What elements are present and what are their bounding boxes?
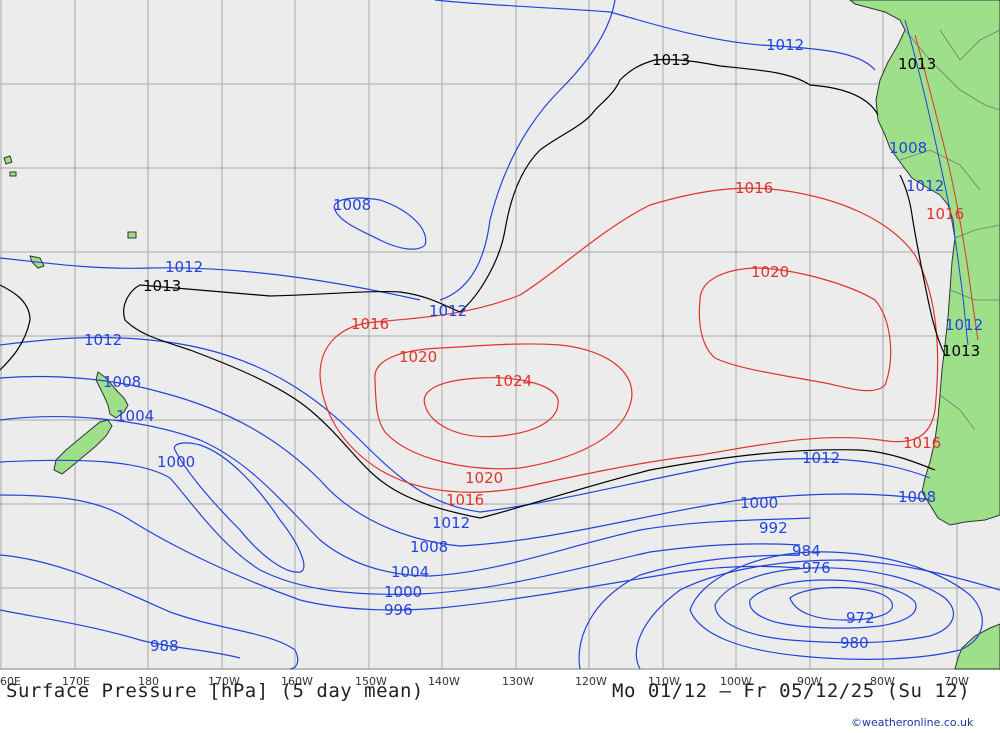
isobar-label: 984 (792, 542, 821, 560)
isobar-label: 992 (759, 519, 788, 537)
low-isobars (0, 0, 1000, 670)
isobar-label: 1004 (116, 407, 154, 425)
isobar-label: 1016 (735, 179, 773, 197)
isobar-label: 1012 (165, 258, 203, 276)
isobar-label: 972 (846, 609, 875, 627)
high-isobars (319, 187, 939, 493)
isobar-label: 988 (150, 637, 179, 655)
longitude-labels: 60E 170E 180 170W 160W 150W 140W 130W 12… (0, 675, 969, 688)
footer-background (0, 670, 1000, 733)
isobar-label: 1016 (926, 205, 964, 223)
lon-label: 160W (281, 675, 313, 688)
ocean-background (0, 0, 1000, 670)
isobar-label: 1020 (399, 348, 437, 366)
isobar-label: 1016 (351, 315, 389, 333)
isobar-label: 1013 (143, 277, 181, 295)
new-zealand-north-island (95, 371, 129, 419)
mid-isobars (0, 58, 946, 519)
lon-label: 70W (944, 675, 969, 688)
pacific-islands (3, 155, 137, 269)
isobar-label: 1024 (494, 372, 532, 390)
isobar-label: 1000 (740, 494, 778, 512)
lon-label: 130W (502, 675, 534, 688)
isobar-label: 1020 (465, 469, 503, 487)
lon-label: 170W (208, 675, 240, 688)
lon-label: 120W (575, 675, 607, 688)
lat-lon-grid (0, 0, 1000, 670)
isobar-label: 996 (384, 601, 413, 619)
country-borders (899, 29, 1000, 431)
isobar-label: 1008 (410, 538, 448, 556)
isobar-label: 1004 (391, 563, 429, 581)
lon-label: 110W (648, 675, 680, 688)
date-range: Mo 01/12 — Fr 05/12/25 (Su 12) (612, 680, 971, 702)
credit-link[interactable]: ©weatheronline.co.uk (851, 716, 974, 729)
antarctic-peninsula-land (954, 623, 1000, 670)
isobar-label: 980 (840, 634, 869, 652)
isobar-label: 1012 (802, 449, 840, 467)
isobar-label: 1012 (906, 177, 944, 195)
lon-label: 90W (797, 675, 822, 688)
isobar-label: 1008 (898, 488, 936, 506)
lon-label: 150W (355, 675, 387, 688)
lon-label: 60E (0, 675, 21, 688)
isobar-label: 1013 (942, 342, 980, 360)
isobar-label: 1013 (898, 55, 936, 73)
isobar-label: 1012 (432, 514, 470, 532)
isobar-label: 1008 (889, 139, 927, 157)
isobar-label: 1008 (103, 373, 141, 391)
andes-detail-blue (904, 19, 969, 346)
isobar-label: 1012 (945, 316, 983, 334)
isobar-label: 1013 (652, 51, 690, 69)
isobar-label: 1012 (429, 302, 467, 320)
andes-detail (914, 34, 979, 341)
isobar-label: 1012 (766, 36, 804, 54)
isobar-label: 1008 (333, 196, 371, 214)
isobar-labels: 1012 1013 1008 1012 1013 1012 1016 1020 … (84, 36, 983, 655)
lon-label: 80W (870, 675, 895, 688)
isobar-label: 1000 (384, 583, 422, 601)
isobar-label: 1020 (751, 263, 789, 281)
isobar-label: 1016 (903, 434, 941, 452)
lon-label: 140W (428, 675, 460, 688)
lon-label: 170E (62, 675, 90, 688)
isobar-label: 976 (802, 559, 831, 577)
isobar-label: 1012 (84, 331, 122, 349)
isobar-label: 1000 (157, 453, 195, 471)
lon-label: 100W (720, 675, 752, 688)
isobar-label: 1016 (446, 491, 484, 509)
lon-label: 180 (138, 675, 159, 688)
chart-title: Surface Pressure [hPa] (5 day mean) (6, 680, 424, 702)
